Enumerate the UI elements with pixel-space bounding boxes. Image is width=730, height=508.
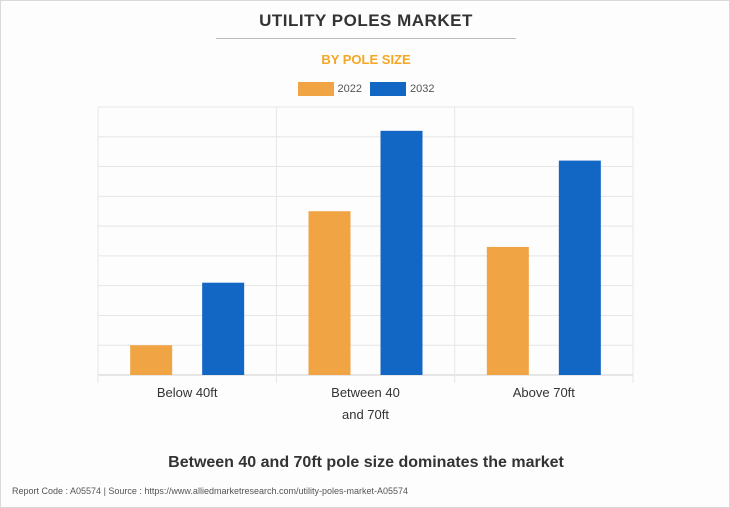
legend-swatch-2032 — [370, 82, 406, 96]
bar-2032-category-3 — [558, 160, 601, 375]
title-divider — [216, 38, 516, 39]
legend-label-2032: 2032 — [410, 83, 435, 95]
legend-item-2032[interactable]: 2032 — [370, 82, 434, 96]
legend-label-2022: 2022 — [337, 83, 362, 95]
x-tick-label: and 70ft — [342, 407, 389, 422]
bar-2022-category-3 — [486, 246, 529, 375]
bar-chart: Below 40ft Between 40 and 70ft Above 70ft — [97, 106, 634, 422]
bar-2032-category-2 — [380, 130, 423, 375]
report-footer: Report Code : A05574 | Source : https://… — [12, 486, 409, 496]
bar-2022-category-1 — [130, 345, 173, 375]
chart-title: UTILITY POLES MARKET — [259, 11, 473, 30]
x-tick-label: Between 40 — [331, 385, 400, 400]
legend-swatch-2022 — [297, 82, 334, 96]
x-tick-label: Below 40ft — [157, 385, 218, 400]
bar-2022-category-2 — [308, 211, 351, 375]
chart-subtitle: BY POLE SIZE — [321, 52, 411, 67]
x-tick-label: Above 70ft — [513, 385, 576, 400]
legend-item-2022[interactable]: 2022 — [297, 82, 362, 96]
chart-headline: Between 40 and 70ft pole size dominates … — [168, 454, 564, 471]
bar-2032-category-1 — [202, 282, 245, 375]
chart-legend: 2022 2032 — [1, 82, 730, 96]
